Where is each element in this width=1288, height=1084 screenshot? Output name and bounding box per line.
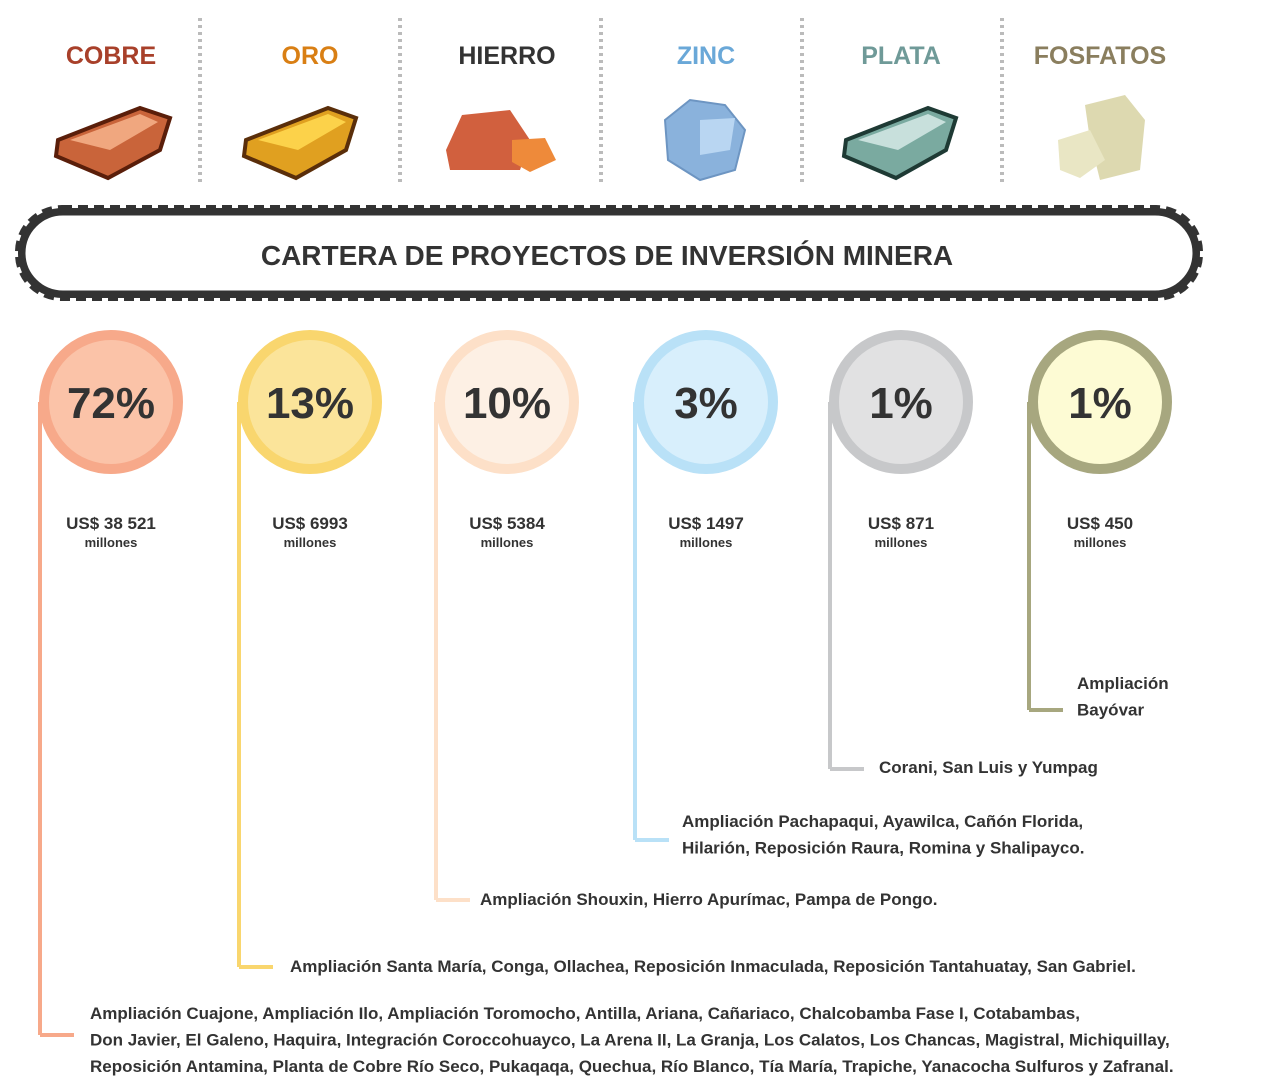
projects: Don Javier, El Galeno, Haquira, Integrac…	[90, 1031, 1170, 1050]
mineral-name: ZINC	[677, 42, 735, 70]
mineral-name: FOSFATOS	[1034, 42, 1166, 70]
projects: Corani, San Luis y Yumpag	[879, 758, 1098, 777]
projects: Hilarión, Reposición Raura, Romina y Sha…	[682, 839, 1084, 858]
percent: 72%	[67, 379, 155, 428]
amount: US$ 1497	[668, 514, 744, 533]
percent-circle	[634, 330, 778, 474]
amount: US$ 5384	[469, 514, 545, 533]
percent-circle	[39, 330, 183, 474]
amount: US$ 871	[868, 514, 934, 533]
percent: 3%	[674, 379, 738, 428]
projects: Ampliación	[1077, 674, 1169, 693]
percent-circle	[238, 330, 382, 474]
mineral-name: ORO	[282, 42, 339, 70]
mineral-name: PLATA	[861, 42, 941, 70]
amount: US$ 6993	[272, 514, 348, 533]
unit: millones	[85, 535, 138, 550]
icons	[53, 95, 1145, 182]
projects: Reposición Antamina, Planta de Cobre Río…	[90, 1057, 1174, 1076]
projects: Ampliación Shouxin, Hierro Apurímac, Pam…	[480, 890, 938, 909]
percent: 1%	[869, 379, 933, 428]
percent-circle	[829, 330, 973, 474]
projects: Ampliación Pachapaqui, Ayawilca, Cañón F…	[682, 812, 1083, 831]
projects: Ampliación Santa María, Conga, Ollachea,…	[290, 957, 1136, 976]
percent-circle	[435, 330, 579, 474]
percent-circle	[1028, 330, 1172, 474]
projects: Ampliación Cuajone, Ampliación Ilo, Ampl…	[90, 1004, 1080, 1023]
unit: millones	[1074, 535, 1127, 550]
mineral-name: COBRE	[66, 42, 156, 70]
unit: millones	[680, 535, 733, 550]
amount: US$ 450	[1067, 514, 1133, 533]
percent: 1%	[1068, 379, 1132, 428]
unit: millones	[481, 535, 534, 550]
percent: 10%	[463, 379, 551, 428]
unit: millones	[875, 535, 928, 550]
mineral-name: HIERRO	[458, 42, 555, 70]
banner	[15, 205, 1203, 301]
amount: US$ 38 521	[66, 514, 156, 533]
unit: millones	[284, 535, 337, 550]
title: CARTERA DE PROYECTOS DE INVERSIÓN MINERA	[261, 240, 953, 271]
projects: Bayóvar	[1077, 701, 1144, 720]
percent: 13%	[266, 379, 354, 428]
